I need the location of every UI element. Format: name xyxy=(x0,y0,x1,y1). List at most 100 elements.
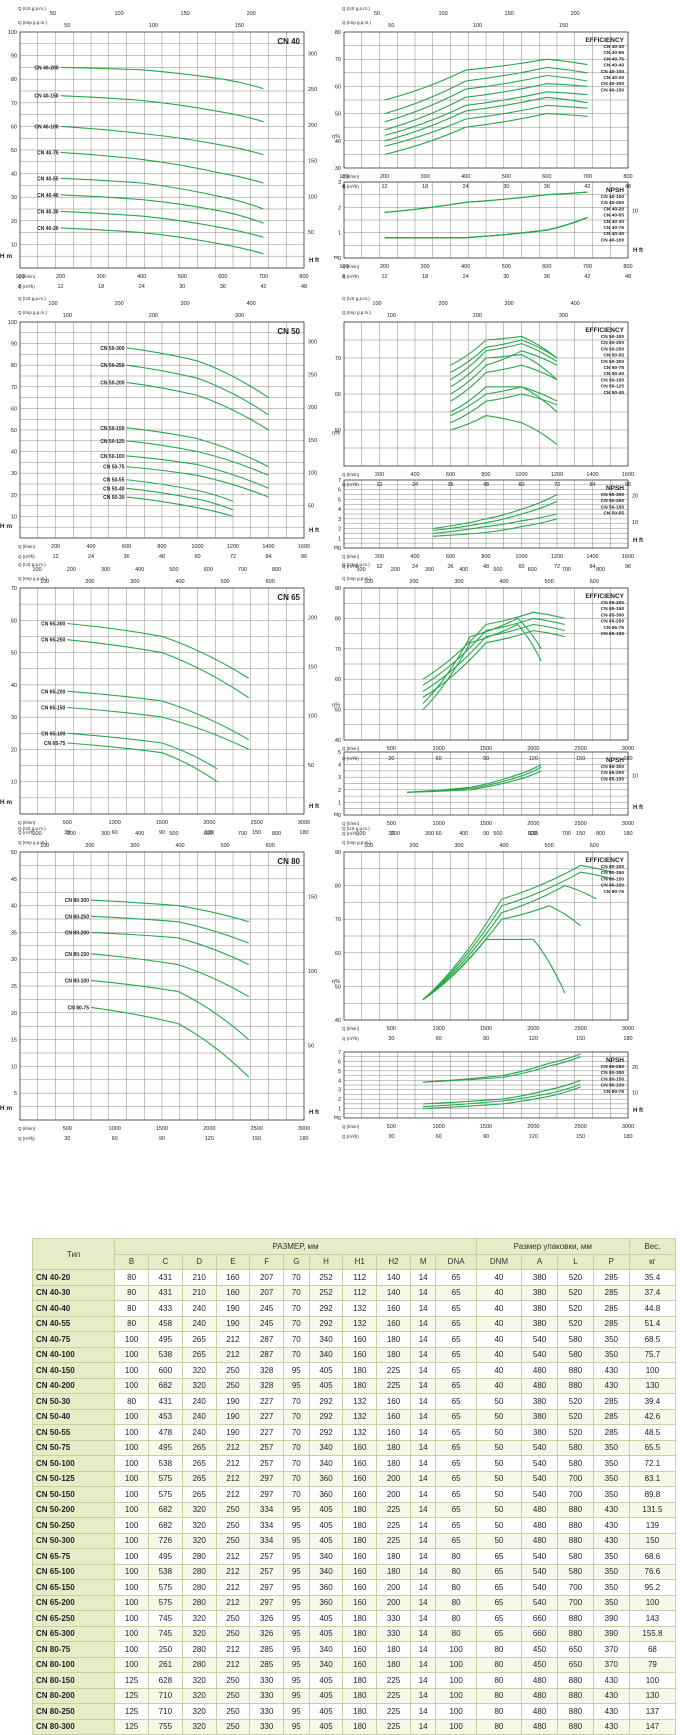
x-axis-label: Q (US g.p.m.) xyxy=(342,562,370,567)
series-line xyxy=(67,706,250,750)
table-cell: 710 xyxy=(147,1703,183,1720)
column-header: L xyxy=(557,1253,594,1270)
series-label: CN 40-40 xyxy=(37,193,59,199)
table-cell: 360 xyxy=(308,1594,344,1611)
x-tick-label: 24 xyxy=(463,274,469,280)
x-tick-label: 700 xyxy=(583,174,592,180)
table-cell: 14 xyxy=(409,1346,437,1363)
table-cell: 95 xyxy=(283,1672,310,1689)
table-cell: 292 xyxy=(308,1408,344,1425)
series-label: CN 80-75 xyxy=(603,889,624,895)
x-tick-label: 100 xyxy=(372,301,381,307)
y-tick-label: 3 xyxy=(338,517,341,523)
table-cell: 340 xyxy=(308,1656,344,1673)
table-cell: 405 xyxy=(308,1377,344,1394)
table-cell: 95 xyxy=(283,1594,310,1611)
series-line xyxy=(384,58,588,101)
series-label: CN 50-75 xyxy=(603,365,624,371)
x-tick-label: 30 xyxy=(179,284,185,290)
x-axis-label: Q (Imp g.p.m.) xyxy=(342,310,372,315)
table-cell: 80 xyxy=(114,1393,149,1410)
x-tick-label: 200 xyxy=(114,301,123,307)
x-tick-label: 120 xyxy=(529,1134,538,1140)
x-tick-label: 3000 xyxy=(298,1126,310,1132)
table-cell: 100 xyxy=(628,1672,677,1689)
table-cell: 225 xyxy=(376,1703,411,1720)
table-cell: 132 xyxy=(342,1424,378,1441)
table-row: CN 80-100 100 261 280 212 285 95 340 160 180 14 100… xyxy=(31,1656,677,1673)
x-tick-label: 400 xyxy=(461,174,470,180)
x-tick-label: 1500 xyxy=(480,821,492,827)
x-axis-label: Q (Imp g.p.m.) xyxy=(18,310,48,315)
table-cell: 225 xyxy=(376,1718,411,1735)
table-cell: 95 xyxy=(283,1377,310,1394)
x-tick-label: 3000 xyxy=(622,746,634,752)
series-line xyxy=(450,364,558,402)
series-label: CN 80-100 xyxy=(601,1083,625,1089)
x-tick-label: 90 xyxy=(483,1036,489,1042)
y-tick-label: 40 xyxy=(335,1018,341,1024)
table-cell: 180 xyxy=(342,1362,378,1379)
y-tick-label: 5 xyxy=(338,497,341,503)
table-cell: 540 xyxy=(521,1455,558,1472)
model-cell: CN 40-150 xyxy=(31,1362,116,1379)
table-cell: 212 xyxy=(215,1641,251,1658)
table-cell: 280 xyxy=(181,1579,217,1596)
table-cell: 70 xyxy=(283,1486,310,1503)
table-cell: 76.6 xyxy=(628,1563,677,1580)
y-tick-label: 2 xyxy=(338,205,341,211)
x-tick-label: 1000 xyxy=(433,821,445,827)
series-label: CN 65-200 xyxy=(601,770,625,776)
series-label: CN 65-250 xyxy=(41,638,65,644)
x-tick-label: 60 xyxy=(194,554,200,560)
x-axis-label: Q (m³/h) xyxy=(342,1134,359,1139)
column-header: H xyxy=(308,1253,344,1270)
table-cell: 328 xyxy=(249,1362,285,1379)
table-cell: 48.5 xyxy=(628,1424,677,1441)
y-tick-label: 45 xyxy=(11,877,17,883)
table-cell: 330 xyxy=(376,1610,411,1627)
table-cell: 350 xyxy=(592,1439,630,1456)
table-cell: 297 xyxy=(249,1579,285,1596)
series-line xyxy=(67,639,250,699)
table-cell: 540 xyxy=(521,1346,558,1363)
model-cell: CN 40-75 xyxy=(31,1331,116,1348)
series-line xyxy=(407,770,542,793)
table-cell: 180 xyxy=(376,1641,411,1658)
x-tick-label: 600 xyxy=(528,831,537,837)
y-tick-label: 80 xyxy=(335,30,341,36)
x-tick-label: 100 xyxy=(364,843,373,849)
x-tick-label: 100 xyxy=(114,11,123,17)
table-cell: 80 xyxy=(435,1579,477,1596)
table-cell: 95.2 xyxy=(628,1579,677,1596)
y-tick-label: 35 xyxy=(11,930,17,936)
table-cell: 600 xyxy=(147,1362,183,1379)
size-header: РАЗМЕР, мм xyxy=(114,1238,477,1255)
y2-tick-label: 20 xyxy=(632,494,638,500)
table-cell: 100 xyxy=(435,1672,477,1689)
x-tick-label: 120 xyxy=(529,1036,538,1042)
x-tick-label: 12 xyxy=(52,554,58,560)
table-cell: 257 xyxy=(249,1439,285,1456)
column-header: DNM xyxy=(475,1253,523,1270)
x-tick-label: 24 xyxy=(88,554,94,560)
model-cell: CN 50-150 xyxy=(31,1486,116,1503)
table-cell: 495 xyxy=(147,1331,183,1348)
series-line xyxy=(422,623,542,710)
table-cell: 100 xyxy=(435,1687,477,1704)
y-axis-label: H m xyxy=(0,1105,12,1112)
y-tick-label: 2 xyxy=(338,788,341,794)
table-cell: 160 xyxy=(376,1315,411,1332)
table-cell: 240 xyxy=(181,1300,217,1317)
y-tick-label: 10 xyxy=(11,242,17,248)
table-cell: 132 xyxy=(342,1408,378,1425)
x-tick-label: 50 xyxy=(50,11,56,17)
x-tick-label: 200 xyxy=(85,843,94,849)
series-label: CN 50-250 xyxy=(601,498,625,504)
x-tick-label: 1500 xyxy=(156,820,168,826)
chart-cn80-head xyxy=(19,851,305,1121)
series-label: CN 80-75 xyxy=(68,1005,90,1011)
series-line xyxy=(422,623,566,692)
table-cell: 160 xyxy=(342,1331,378,1348)
series-label: CN 65-200 xyxy=(601,600,625,606)
